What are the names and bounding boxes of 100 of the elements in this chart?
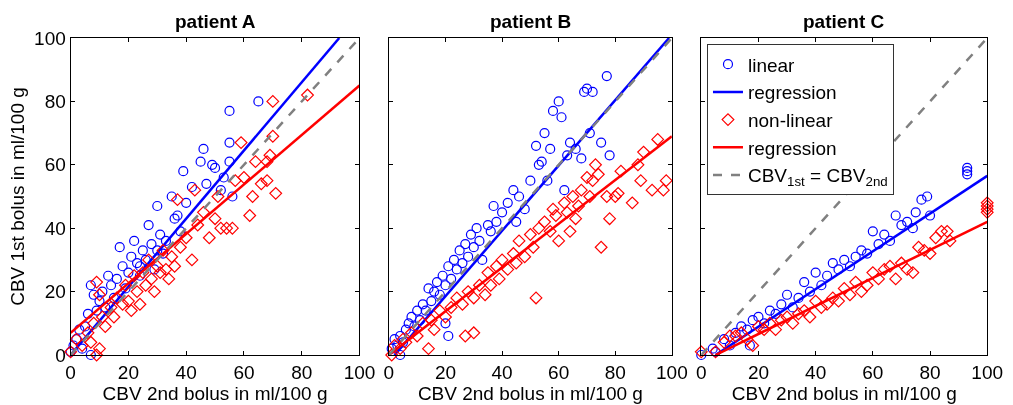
point [719,334,730,345]
point [741,324,753,335]
point [902,216,913,227]
point [929,231,943,245]
point [912,240,926,254]
chart-title: patient A [175,11,256,32]
point [218,172,229,183]
point [804,286,816,297]
point [866,266,880,280]
point [717,335,731,349]
point [724,340,735,351]
point [155,229,166,240]
point [740,332,754,346]
point [889,272,903,286]
x-tick-label: 40 [491,361,513,383]
point [832,294,845,308]
point [809,294,823,308]
point [129,235,140,246]
x-tick-label: 80 [291,361,313,383]
legend-label: linear [747,54,796,76]
point [787,302,798,313]
point [906,266,920,280]
point [770,308,781,319]
point [82,308,94,319]
point [769,323,783,337]
x-axis-title: CBV 2nd bolus in ml/100 g [102,382,328,404]
point [856,245,867,256]
point [140,254,151,265]
point [935,224,948,238]
point [803,310,817,324]
point [826,291,840,305]
point [850,251,861,262]
point [157,248,169,259]
point [94,296,105,307]
point [774,313,788,327]
point [152,200,163,212]
y-tick-label: 80 [44,91,66,113]
point [120,283,131,294]
point [79,321,91,332]
point [201,178,212,189]
point [907,223,918,234]
point [85,280,96,291]
point [814,301,828,314]
point [867,226,878,237]
x-tick-label: 0 [383,361,395,383]
point [849,275,863,289]
legend-label: non-linear [747,110,834,131]
point [890,210,901,221]
point [860,278,874,292]
point [224,137,235,148]
point [792,307,805,321]
x-tick-label: 20 [434,361,457,383]
point [922,191,933,202]
y-tick-label: 0 [55,344,66,366]
point [821,270,833,281]
point [810,267,821,278]
x-tick-label: 40 [175,361,197,383]
point [962,162,973,174]
point [152,245,163,256]
point [160,235,172,246]
point [910,207,921,218]
point [694,345,708,359]
point [781,289,793,300]
point [883,259,897,273]
y-tick-label: 20 [44,281,66,303]
point [879,229,890,240]
point [884,235,896,246]
point [224,156,235,167]
point [126,251,137,262]
point [916,194,927,205]
legend-label: CBV$_{1st}$ = CBV$_{2nd}$ [747,165,888,190]
y-axis-title: CBV 1st bolus in ml/100 g [6,87,28,306]
x-tick-label: 20 [747,361,770,383]
point [253,96,264,107]
chart-title: patient B [490,11,572,32]
point [195,156,206,167]
x-tick-label: 60 [862,361,884,383]
x-tick-label: 80 [919,361,941,383]
point [143,219,154,231]
x-tick-label: 60 [233,361,255,383]
point [105,280,117,291]
point [181,197,192,208]
point [111,273,122,285]
y-tick-label: 60 [44,154,66,176]
point [696,349,707,361]
point [77,343,88,354]
point [757,323,771,337]
point [873,238,884,250]
point [123,267,134,278]
point [799,276,810,288]
point [844,261,856,272]
point [816,280,827,291]
point [900,262,914,276]
point [209,162,221,174]
point [820,297,834,311]
x-tick-label: 40 [805,361,827,383]
point [723,329,737,343]
point [207,159,218,170]
point [736,321,747,332]
point [843,288,857,302]
